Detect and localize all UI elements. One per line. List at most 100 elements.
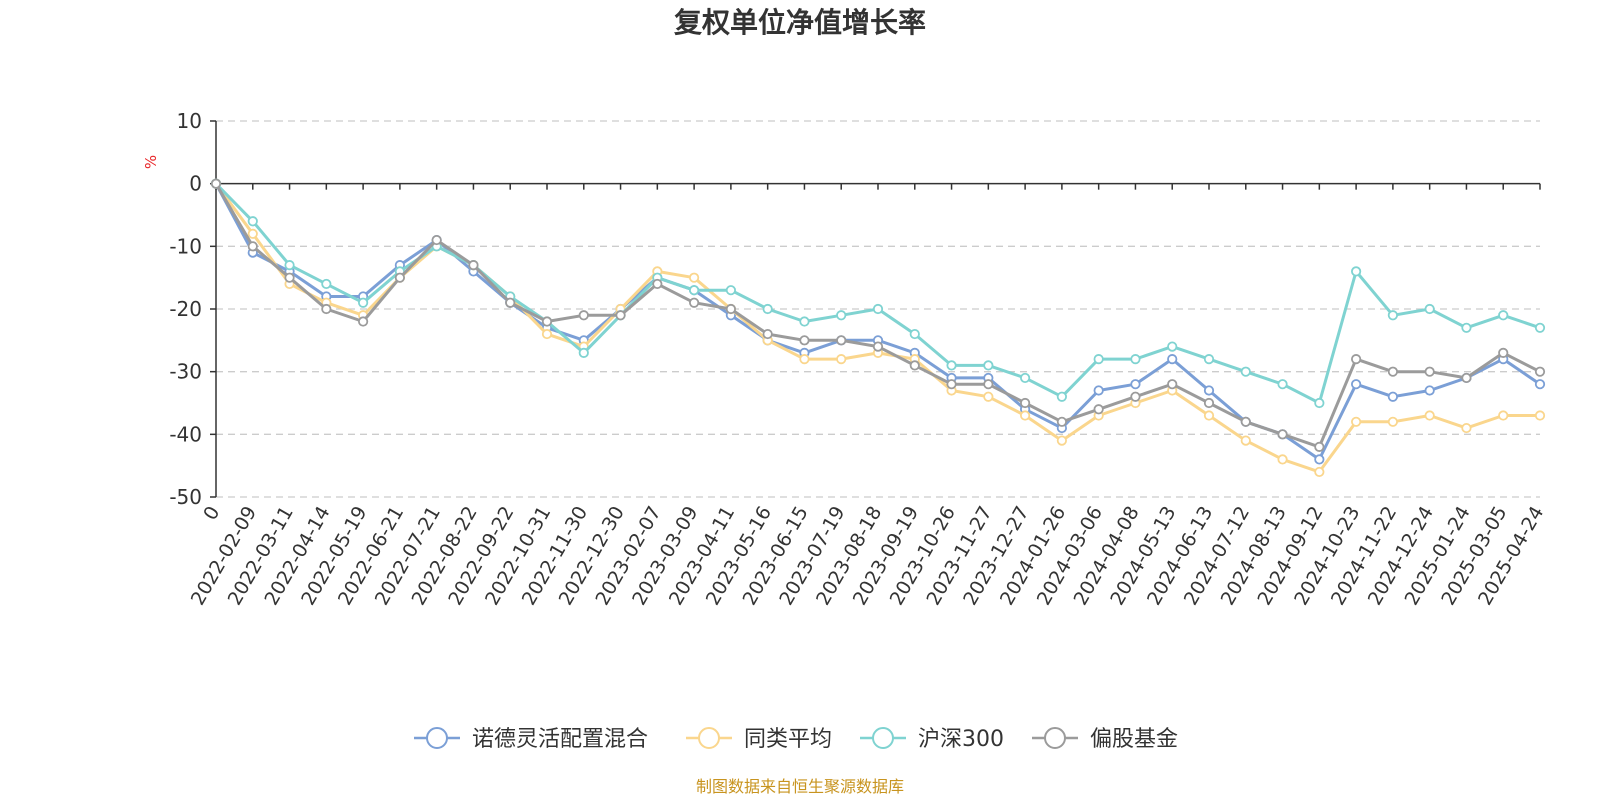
legend-marker	[872, 727, 894, 749]
data-point	[1387, 310, 1398, 321]
data-point	[799, 354, 810, 365]
x-tick-label: 0	[199, 503, 224, 524]
data-point	[1167, 379, 1178, 390]
y-tick-label: -20	[169, 297, 202, 321]
data-point	[689, 272, 700, 283]
data-point	[1424, 303, 1435, 315]
data-point	[946, 360, 957, 371]
data-point	[725, 303, 736, 315]
data-point	[652, 278, 663, 290]
y-tick-label: 10	[177, 109, 202, 133]
legend-item[interactable]: 偏股基金	[1032, 727, 1178, 752]
data-point	[762, 303, 773, 315]
y-tick-labels: 10 0 -10 -20 -30 -40 -50	[169, 109, 202, 509]
data-point	[1093, 385, 1104, 396]
data-point	[1387, 391, 1398, 402]
data-point	[1351, 416, 1362, 427]
y-tick-label: 0	[189, 172, 202, 196]
source-note: 制图数据来自恒生聚源数据库	[696, 777, 904, 796]
data-point	[505, 297, 516, 308]
data-point	[983, 379, 994, 390]
series-line	[214, 182, 1541, 405]
data-point	[1534, 379, 1546, 390]
data-point	[1314, 466, 1325, 478]
data-point	[247, 216, 258, 227]
data-point	[983, 391, 994, 402]
data-point	[1351, 379, 1362, 390]
data-point	[725, 285, 736, 296]
data-point	[909, 328, 920, 340]
data-point	[983, 360, 994, 371]
data-point	[1277, 454, 1288, 465]
data-point	[1498, 347, 1509, 358]
data-point	[1020, 372, 1031, 384]
data-point	[1314, 397, 1325, 409]
y-tick-label: -30	[169, 360, 202, 384]
data-point	[1130, 379, 1141, 390]
data-point	[689, 285, 700, 296]
data-point	[1461, 322, 1472, 333]
data-point	[284, 260, 295, 271]
data-point	[1203, 410, 1215, 421]
legend-marker	[1044, 727, 1066, 749]
data-point	[284, 272, 295, 283]
data-point	[1277, 429, 1288, 440]
y-axis-unit: %	[142, 155, 160, 169]
data-point	[210, 178, 222, 189]
data-point	[872, 303, 884, 315]
data-point	[909, 360, 920, 371]
data-point	[1498, 310, 1509, 321]
data-point	[1240, 366, 1251, 377]
data-point	[1056, 435, 1067, 446]
data-point	[872, 341, 884, 352]
y-tick-label: -40	[169, 422, 202, 446]
data-point	[1314, 454, 1325, 465]
data-point	[1020, 397, 1031, 409]
legend-item[interactable]: 同类平均	[686, 727, 832, 752]
legend-item[interactable]: 诺德灵活配置混合	[414, 727, 648, 752]
legend-marker	[426, 727, 448, 749]
data-point	[1424, 366, 1435, 377]
y-tick-label: -50	[169, 485, 202, 509]
legend-item[interactable]: 沪深300	[860, 727, 1004, 752]
data-point	[836, 354, 847, 365]
data-point	[799, 316, 810, 327]
data-point	[1351, 266, 1362, 277]
data-point	[1277, 379, 1288, 390]
data-point	[1461, 422, 1472, 434]
data-point	[1093, 404, 1104, 415]
data-point	[689, 297, 700, 308]
legend-label: 诺德灵活配置混合	[472, 727, 648, 752]
data-point	[1240, 435, 1251, 446]
data-point	[1056, 391, 1067, 402]
data-point	[247, 241, 258, 252]
data-point	[615, 310, 626, 321]
data-point	[836, 310, 847, 321]
data-point	[541, 316, 553, 327]
chart-title: 复权单位净值增长率	[674, 6, 926, 39]
legend[interactable]: 诺德灵活配置混合 同类平均 沪深300 偏股基金	[414, 727, 1178, 752]
data-point	[946, 379, 957, 390]
data-point	[1203, 385, 1215, 396]
data-point	[762, 328, 773, 340]
data-point	[1167, 341, 1178, 352]
data-point	[1167, 354, 1178, 365]
data-point	[1424, 385, 1435, 396]
data-point	[394, 272, 405, 283]
legend-label: 沪深300	[918, 727, 1004, 752]
data-point	[358, 297, 369, 308]
series-line	[214, 182, 1541, 449]
y-tick-label: -10	[169, 234, 202, 258]
data-point	[799, 335, 810, 346]
data-point	[321, 278, 332, 290]
series-lines	[210, 178, 1546, 478]
data-point	[1056, 416, 1067, 427]
data-point	[1498, 410, 1509, 421]
data-point	[1534, 410, 1546, 421]
data-point	[1020, 410, 1031, 421]
data-point	[836, 335, 847, 346]
data-point	[578, 347, 589, 358]
data-point	[358, 316, 369, 327]
data-point	[468, 260, 479, 271]
